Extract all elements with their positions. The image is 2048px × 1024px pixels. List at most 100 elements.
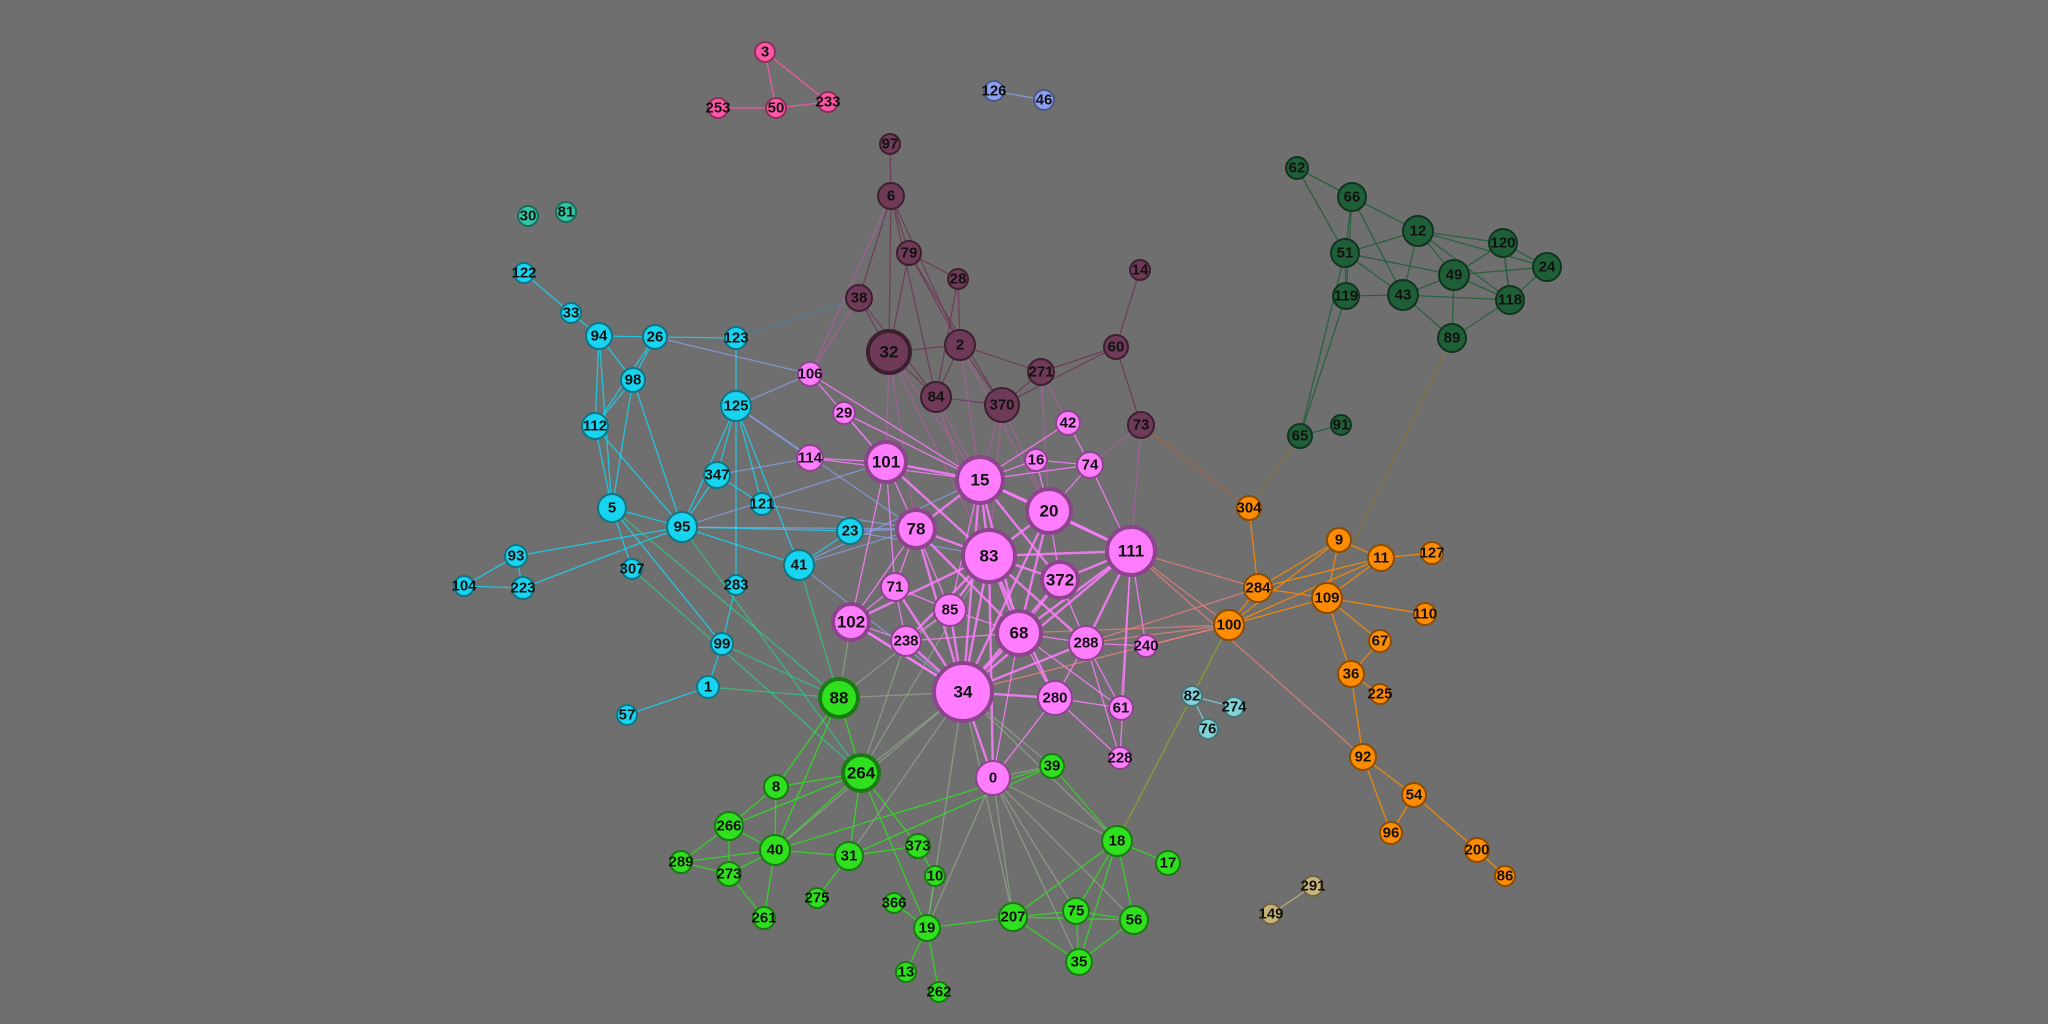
node-39[interactable]: 39 (1039, 753, 1065, 779)
node-91[interactable]: 91 (1330, 414, 1352, 436)
node-97[interactable]: 97 (879, 133, 901, 155)
node-circle[interactable] (841, 753, 881, 793)
node-81[interactable]: 81 (555, 201, 577, 223)
node-12[interactable]: 12 (1402, 215, 1434, 247)
node-28[interactable]: 28 (947, 268, 969, 290)
node-circle[interactable] (1076, 451, 1104, 479)
node-circle[interactable] (1367, 544, 1395, 572)
node-16[interactable]: 16 (1024, 448, 1048, 472)
node-circle[interactable] (1024, 448, 1048, 472)
node-98[interactable]: 98 (620, 367, 646, 393)
node-15[interactable]: 15 (955, 455, 1005, 505)
node-circle[interactable] (1368, 629, 1392, 653)
node-circle[interactable] (1108, 746, 1132, 770)
node-54[interactable]: 54 (1401, 782, 1427, 808)
node-274[interactable]: 274 (1221, 696, 1247, 718)
node-circle[interactable] (504, 544, 528, 568)
node-121[interactable]: 121 (749, 492, 775, 516)
node-76[interactable]: 76 (1197, 718, 1219, 740)
node-circle[interactable] (1101, 825, 1133, 857)
node-127[interactable]: 127 (1419, 541, 1445, 565)
node-60[interactable]: 60 (1103, 334, 1129, 360)
node-circle[interactable] (895, 508, 937, 550)
node-circle[interactable] (932, 661, 994, 723)
node-circle[interactable] (1311, 582, 1343, 614)
node-circle[interactable] (752, 906, 776, 930)
node-34[interactable]: 34 (932, 661, 994, 723)
node-83[interactable]: 83 (961, 528, 1017, 584)
node-circle[interactable] (1033, 89, 1055, 111)
node-5[interactable]: 5 (597, 493, 627, 523)
node-126[interactable]: 126 (981, 80, 1007, 102)
node-circle[interactable] (998, 902, 1028, 932)
node-circle[interactable] (1349, 743, 1377, 771)
node-347[interactable]: 347 (703, 461, 731, 489)
node-circle[interactable] (1119, 905, 1149, 935)
node-circle[interactable] (1197, 718, 1219, 740)
node-95[interactable]: 95 (666, 511, 698, 543)
node-circle[interactable] (763, 774, 789, 800)
node-circle[interactable] (1181, 685, 1203, 707)
node-33[interactable]: 33 (560, 302, 582, 324)
node-circle[interactable] (1103, 334, 1129, 360)
node-circle[interactable] (1413, 602, 1437, 626)
node-circle[interactable] (1337, 660, 1365, 688)
node-circle[interactable] (1027, 358, 1055, 386)
node-110[interactable]: 110 (1413, 602, 1437, 626)
node-304[interactable]: 304 (1236, 495, 1262, 521)
node-99[interactable]: 99 (710, 632, 734, 656)
node-circle[interactable] (696, 675, 720, 699)
node-13[interactable]: 13 (895, 961, 917, 983)
node-35[interactable]: 35 (1065, 948, 1093, 976)
node-circle[interactable] (832, 401, 856, 425)
node-29[interactable]: 29 (832, 401, 856, 425)
node-circle[interactable] (714, 811, 744, 841)
node-circle[interactable] (975, 760, 1011, 796)
node-261[interactable]: 261 (751, 906, 777, 930)
node-36[interactable]: 36 (1337, 660, 1365, 688)
node-circle[interactable] (1494, 865, 1516, 887)
node-circle[interactable] (928, 981, 950, 1003)
node-112[interactable]: 112 (581, 412, 609, 440)
node-264[interactable]: 264 (841, 753, 881, 793)
node-38[interactable]: 38 (845, 284, 873, 312)
node-circle[interactable] (1330, 414, 1352, 436)
node-circle[interactable] (983, 80, 1005, 102)
node-circle[interactable] (831, 602, 871, 642)
node-366[interactable]: 366 (881, 892, 907, 914)
node-122[interactable]: 122 (511, 262, 537, 284)
node-circle[interactable] (1438, 259, 1470, 291)
node-circle[interactable] (616, 704, 638, 726)
node-circle[interactable] (783, 549, 815, 581)
node-circle[interactable] (818, 677, 860, 719)
node-circle[interactable] (725, 574, 747, 596)
node-85[interactable]: 85 (933, 593, 967, 627)
node-14[interactable]: 14 (1129, 259, 1151, 281)
node-circle[interactable] (759, 834, 791, 866)
node-circle[interactable] (1401, 782, 1427, 808)
node-circle[interactable] (1127, 411, 1155, 439)
node-68[interactable]: 68 (995, 609, 1043, 657)
node-372[interactable]: 372 (1040, 560, 1080, 600)
node-40[interactable]: 40 (759, 834, 791, 866)
node-circle[interactable] (905, 833, 931, 859)
node-24[interactable]: 24 (1532, 252, 1562, 282)
node-96[interactable]: 96 (1379, 821, 1403, 845)
node-207[interactable]: 207 (998, 902, 1028, 932)
node-106[interactable]: 106 (797, 361, 823, 387)
node-79[interactable]: 79 (896, 240, 922, 266)
node-125[interactable]: 125 (720, 390, 752, 422)
node-circle[interactable] (947, 268, 969, 290)
node-289[interactable]: 289 (668, 850, 694, 874)
node-0[interactable]: 0 (975, 760, 1011, 796)
node-circle[interactable] (1337, 182, 1367, 212)
node-238[interactable]: 238 (890, 625, 922, 657)
node-circle[interactable] (1134, 634, 1158, 658)
node-circle[interactable] (961, 528, 1017, 584)
node-73[interactable]: 73 (1127, 411, 1155, 439)
node-20[interactable]: 20 (1025, 487, 1073, 535)
node-119[interactable]: 119 (1332, 282, 1360, 310)
node-49[interactable]: 49 (1438, 259, 1470, 291)
node-56[interactable]: 56 (1119, 905, 1149, 935)
node-circle[interactable] (1223, 696, 1245, 718)
